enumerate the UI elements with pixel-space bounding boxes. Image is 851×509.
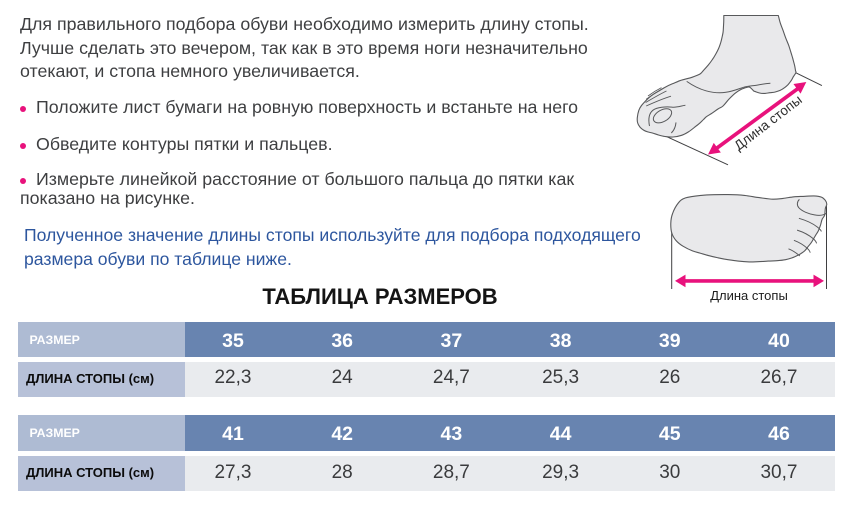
svg-text:Длина стопы: Длина стопы <box>710 288 788 303</box>
svg-text:Длина стопы: Длина стопы <box>731 92 804 153</box>
